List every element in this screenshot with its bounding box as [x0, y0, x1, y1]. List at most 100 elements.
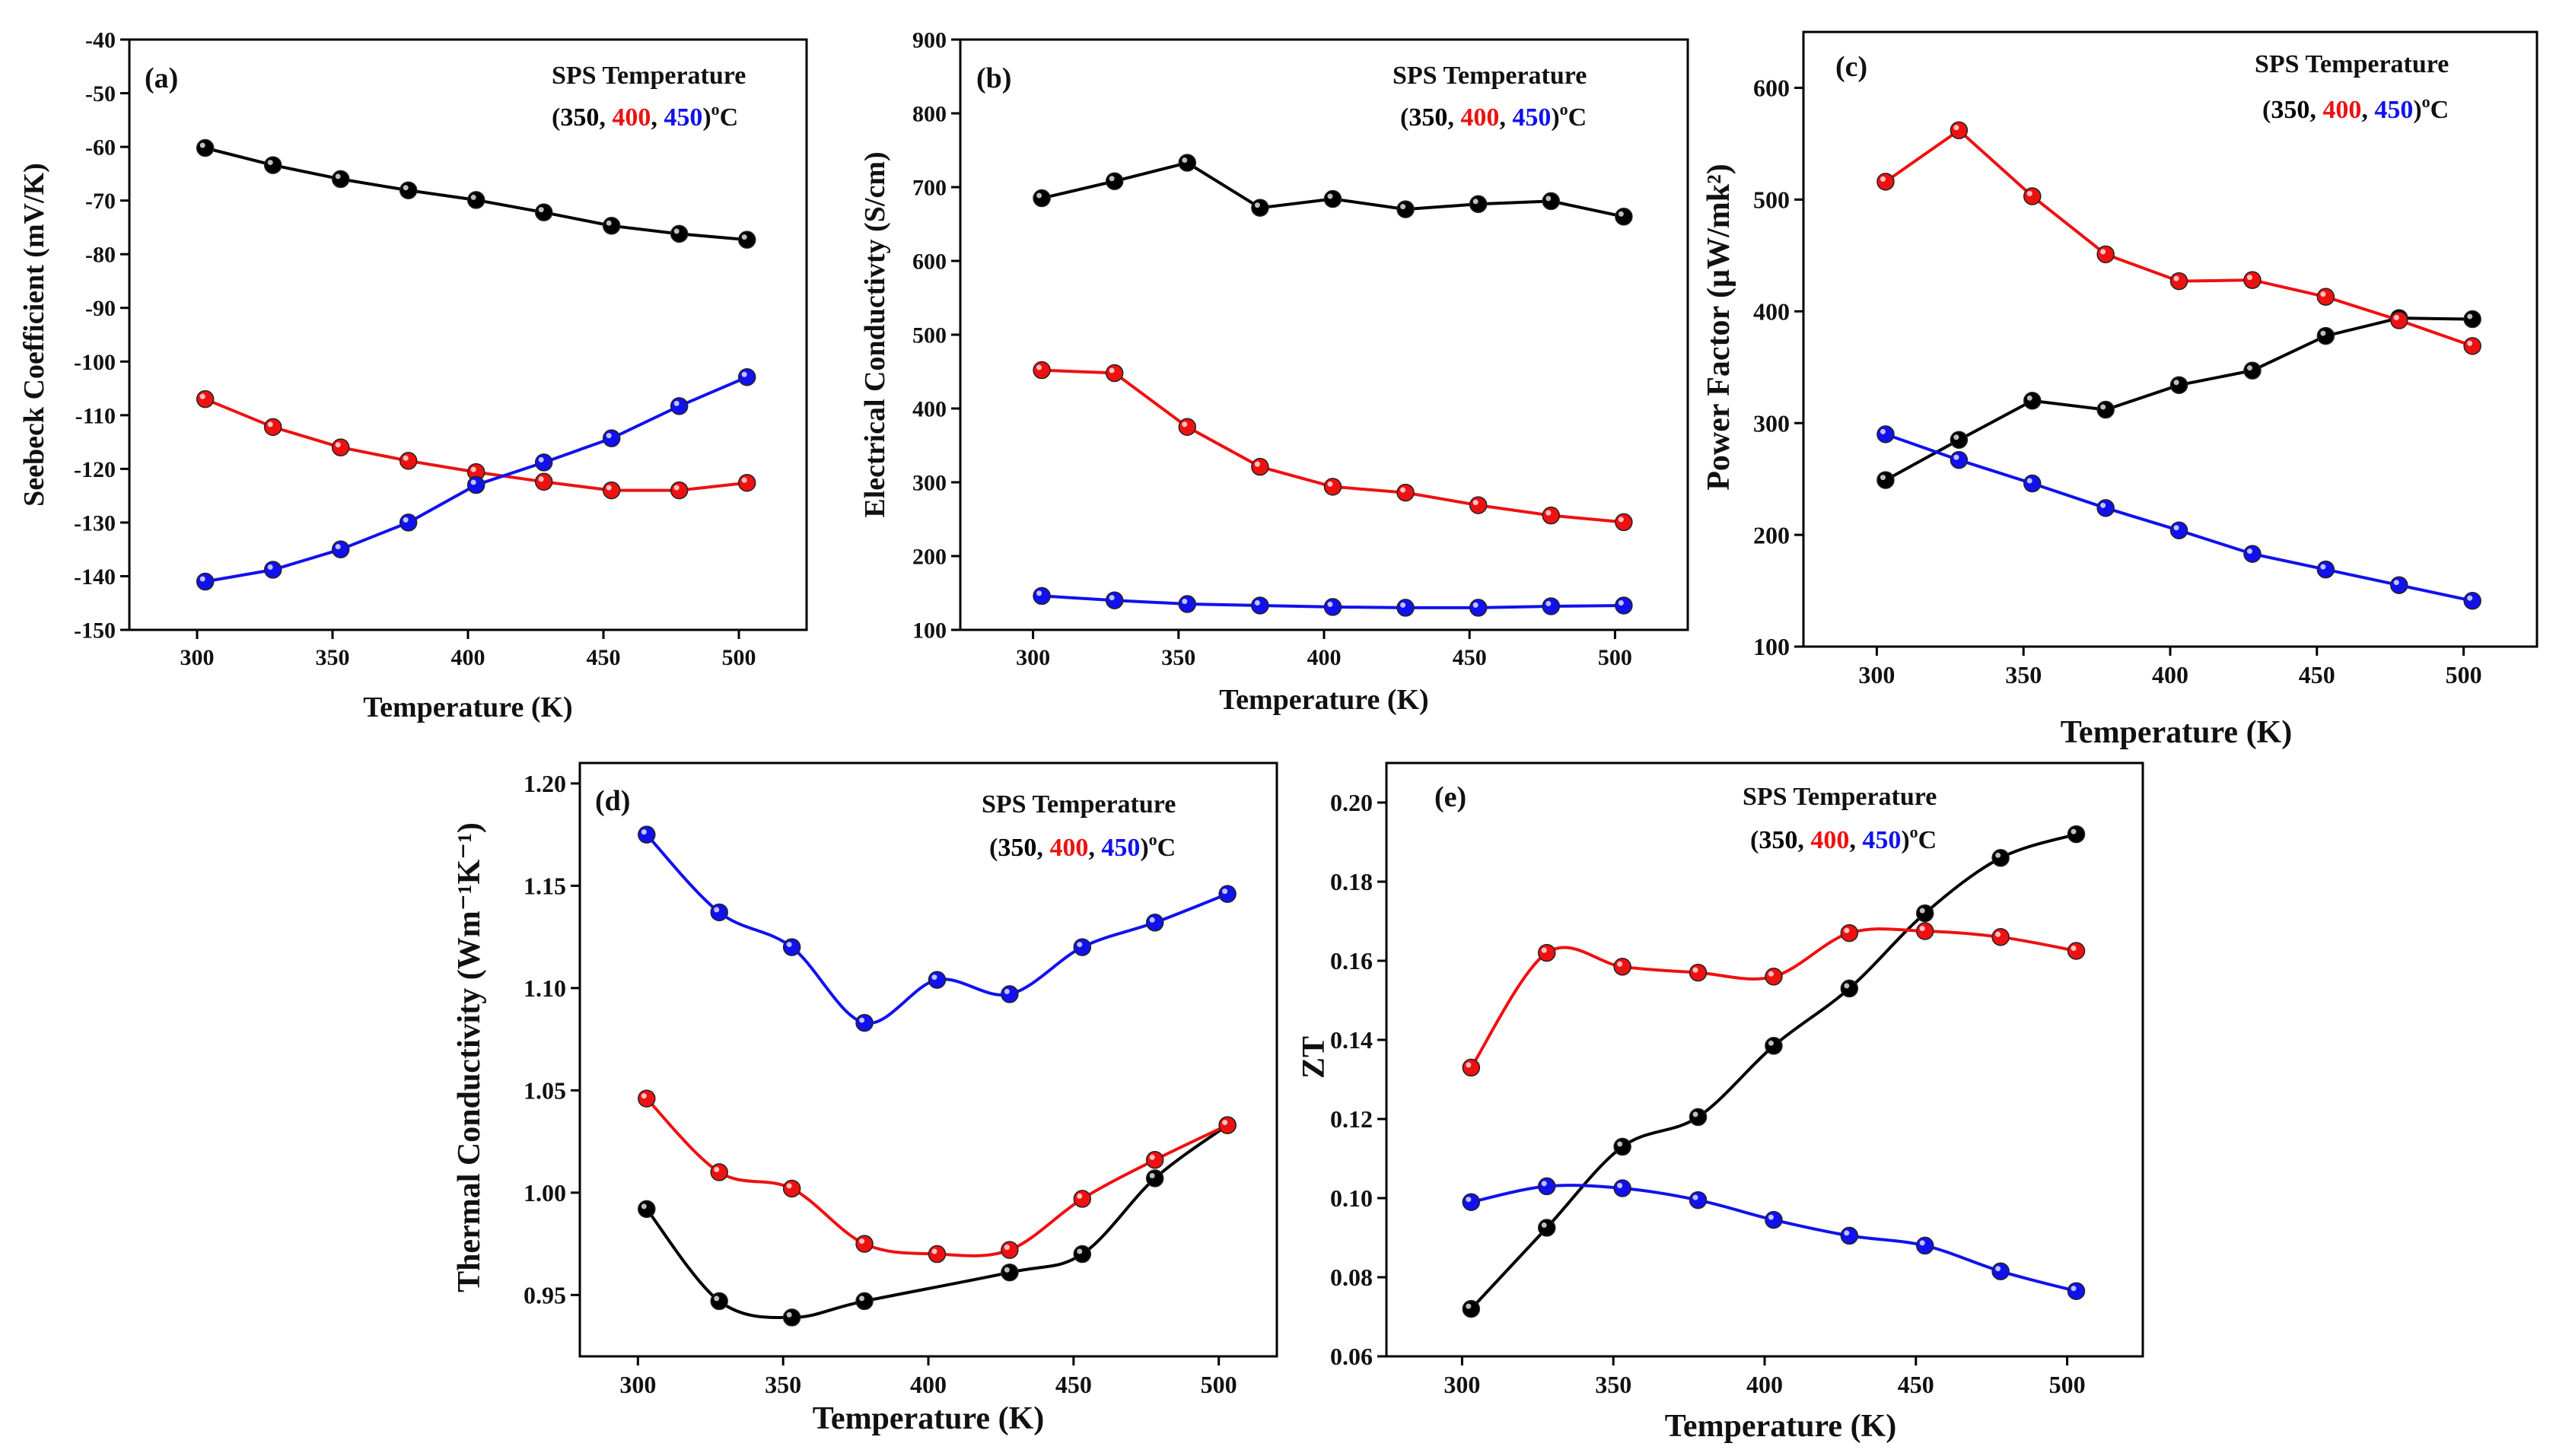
y-tick-label: 0.10: [1330, 1184, 1373, 1212]
data-point-400: [670, 481, 689, 500]
data-point-450: [1915, 1236, 1934, 1255]
data-point-400: [399, 452, 418, 470]
y-tick-label: -130: [74, 510, 116, 536]
data-point-350: [1323, 189, 1342, 208]
x-tick-label: 350: [316, 645, 350, 670]
data-point-350: [602, 217, 621, 235]
data-point-450: [638, 825, 656, 844]
series-line-350: [1469, 832, 2077, 1310]
x-tick-label: 300: [1444, 1371, 1480, 1398]
y-tick-label: -120: [74, 457, 116, 482]
data-point-400: [1537, 943, 1556, 962]
data-point-450: [2243, 545, 2262, 563]
x-tick-label: 500: [722, 645, 756, 670]
data-point-450: [399, 513, 418, 532]
y-tick-label: 0.20: [1330, 789, 1373, 816]
degree-sign: o: [2422, 92, 2430, 111]
data-point-350: [1991, 849, 2010, 867]
data-point-450: [331, 540, 350, 558]
data-point-350: [2023, 392, 2042, 410]
data-point-450: [263, 561, 282, 579]
y-tick-label: 900: [912, 28, 947, 53]
degree-sign: o: [1560, 100, 1568, 119]
series-line-450: [1470, 1184, 2077, 1293]
data-point-350: [1542, 192, 1561, 211]
y-axis-label: Thermal Conductivity (Wm⁻¹K⁻¹): [452, 822, 487, 1292]
legend-350: 350: [998, 834, 1036, 862]
data-point-400: [2463, 337, 2481, 355]
data-point-350: [1615, 208, 1633, 226]
legend-450: 450: [1512, 103, 1551, 132]
data-point-400: [1876, 173, 1895, 191]
series-line-400: [645, 1097, 1228, 1257]
x-axis-label: Temperature (K): [1219, 684, 1428, 716]
y-axis-label: Seebeck Coefficient (mV/K): [18, 163, 50, 507]
y-tick-label: -50: [85, 81, 116, 106]
data-point-350: [331, 170, 350, 189]
data-point-350: [1915, 904, 1934, 923]
data-point-350: [2067, 825, 2086, 844]
data-point-400: [1145, 1151, 1164, 1169]
data-point-400: [1991, 928, 2010, 946]
series-line-350: [1041, 161, 1625, 218]
y-tick-label: 500: [912, 323, 947, 348]
data-point-350: [2096, 400, 2115, 419]
x-tick-label: 350: [1595, 1371, 1631, 1398]
legend-350: 350: [560, 103, 599, 132]
y-tick-label: 1.05: [524, 1077, 566, 1105]
y-tick-label: 200: [912, 545, 947, 570]
data-point-400: [2243, 271, 2262, 289]
legend-title: SPS Temperature: [982, 790, 1176, 819]
data-point-450: [1178, 595, 1197, 613]
series-line-400: [1042, 368, 1625, 524]
data-point-450: [1542, 597, 1561, 615]
data-point-450: [2316, 560, 2335, 579]
y-tick-label: 0.06: [1330, 1343, 1373, 1370]
legend-350: 350: [1409, 103, 1447, 132]
x-tick-label: 400: [2152, 661, 2188, 688]
legend-values: (350, 400, 450)oC: [1750, 822, 1937, 854]
data-point-450: [2390, 576, 2408, 594]
x-tick-label: 500: [1201, 1371, 1237, 1398]
data-point-400: [782, 1179, 801, 1198]
y-tick-label: 0.16: [1330, 947, 1373, 974]
series-line-350: [645, 1124, 1229, 1319]
data-point-450: [1145, 914, 1164, 932]
y-tick-label: 200: [1753, 521, 1790, 548]
y-tick-label: -140: [74, 564, 116, 590]
legend-400: 400: [2322, 96, 2361, 124]
data-point-450: [1469, 599, 1488, 617]
data-point-350: [1396, 200, 1415, 218]
data-point-400: [1542, 506, 1561, 525]
x-axis-label: Temperature (K): [363, 691, 572, 723]
data-point-400: [1105, 364, 1124, 383]
y-tick-label: 100: [912, 618, 947, 644]
data-point-350: [534, 203, 553, 221]
data-point-450: [1689, 1191, 1708, 1210]
data-point-450: [2169, 521, 2188, 539]
legend-title: SPS Temperature: [2255, 50, 2449, 78]
y-tick-label: 1.10: [524, 974, 566, 1002]
data-point-350: [1073, 1245, 1092, 1264]
data-point-350: [1462, 1299, 1481, 1318]
data-point-350: [1178, 154, 1197, 172]
data-point-400: [602, 481, 621, 500]
y-tick-label: -80: [85, 243, 116, 268]
y-tick-label: 0.18: [1330, 868, 1373, 895]
data-point-450: [1218, 885, 1237, 903]
x-tick-label: 300: [619, 1371, 656, 1398]
x-axis-label: Temperature (K): [1665, 1409, 1896, 1444]
panel-label: (d): [595, 785, 630, 817]
data-point-350: [1251, 199, 1269, 217]
panel-label: (b): [976, 62, 1011, 94]
data-point-400: [534, 472, 553, 491]
data-point-400: [1218, 1116, 1237, 1134]
data-point-400: [1840, 924, 1859, 943]
data-point-450: [2096, 499, 2115, 517]
panel-label: (a): [145, 62, 178, 94]
data-point-400: [2096, 245, 2115, 264]
y-tick-label: -60: [85, 135, 116, 161]
data-point-350: [1033, 189, 1051, 208]
data-point-450: [2067, 1282, 2086, 1300]
data-point-450: [1950, 450, 1969, 469]
